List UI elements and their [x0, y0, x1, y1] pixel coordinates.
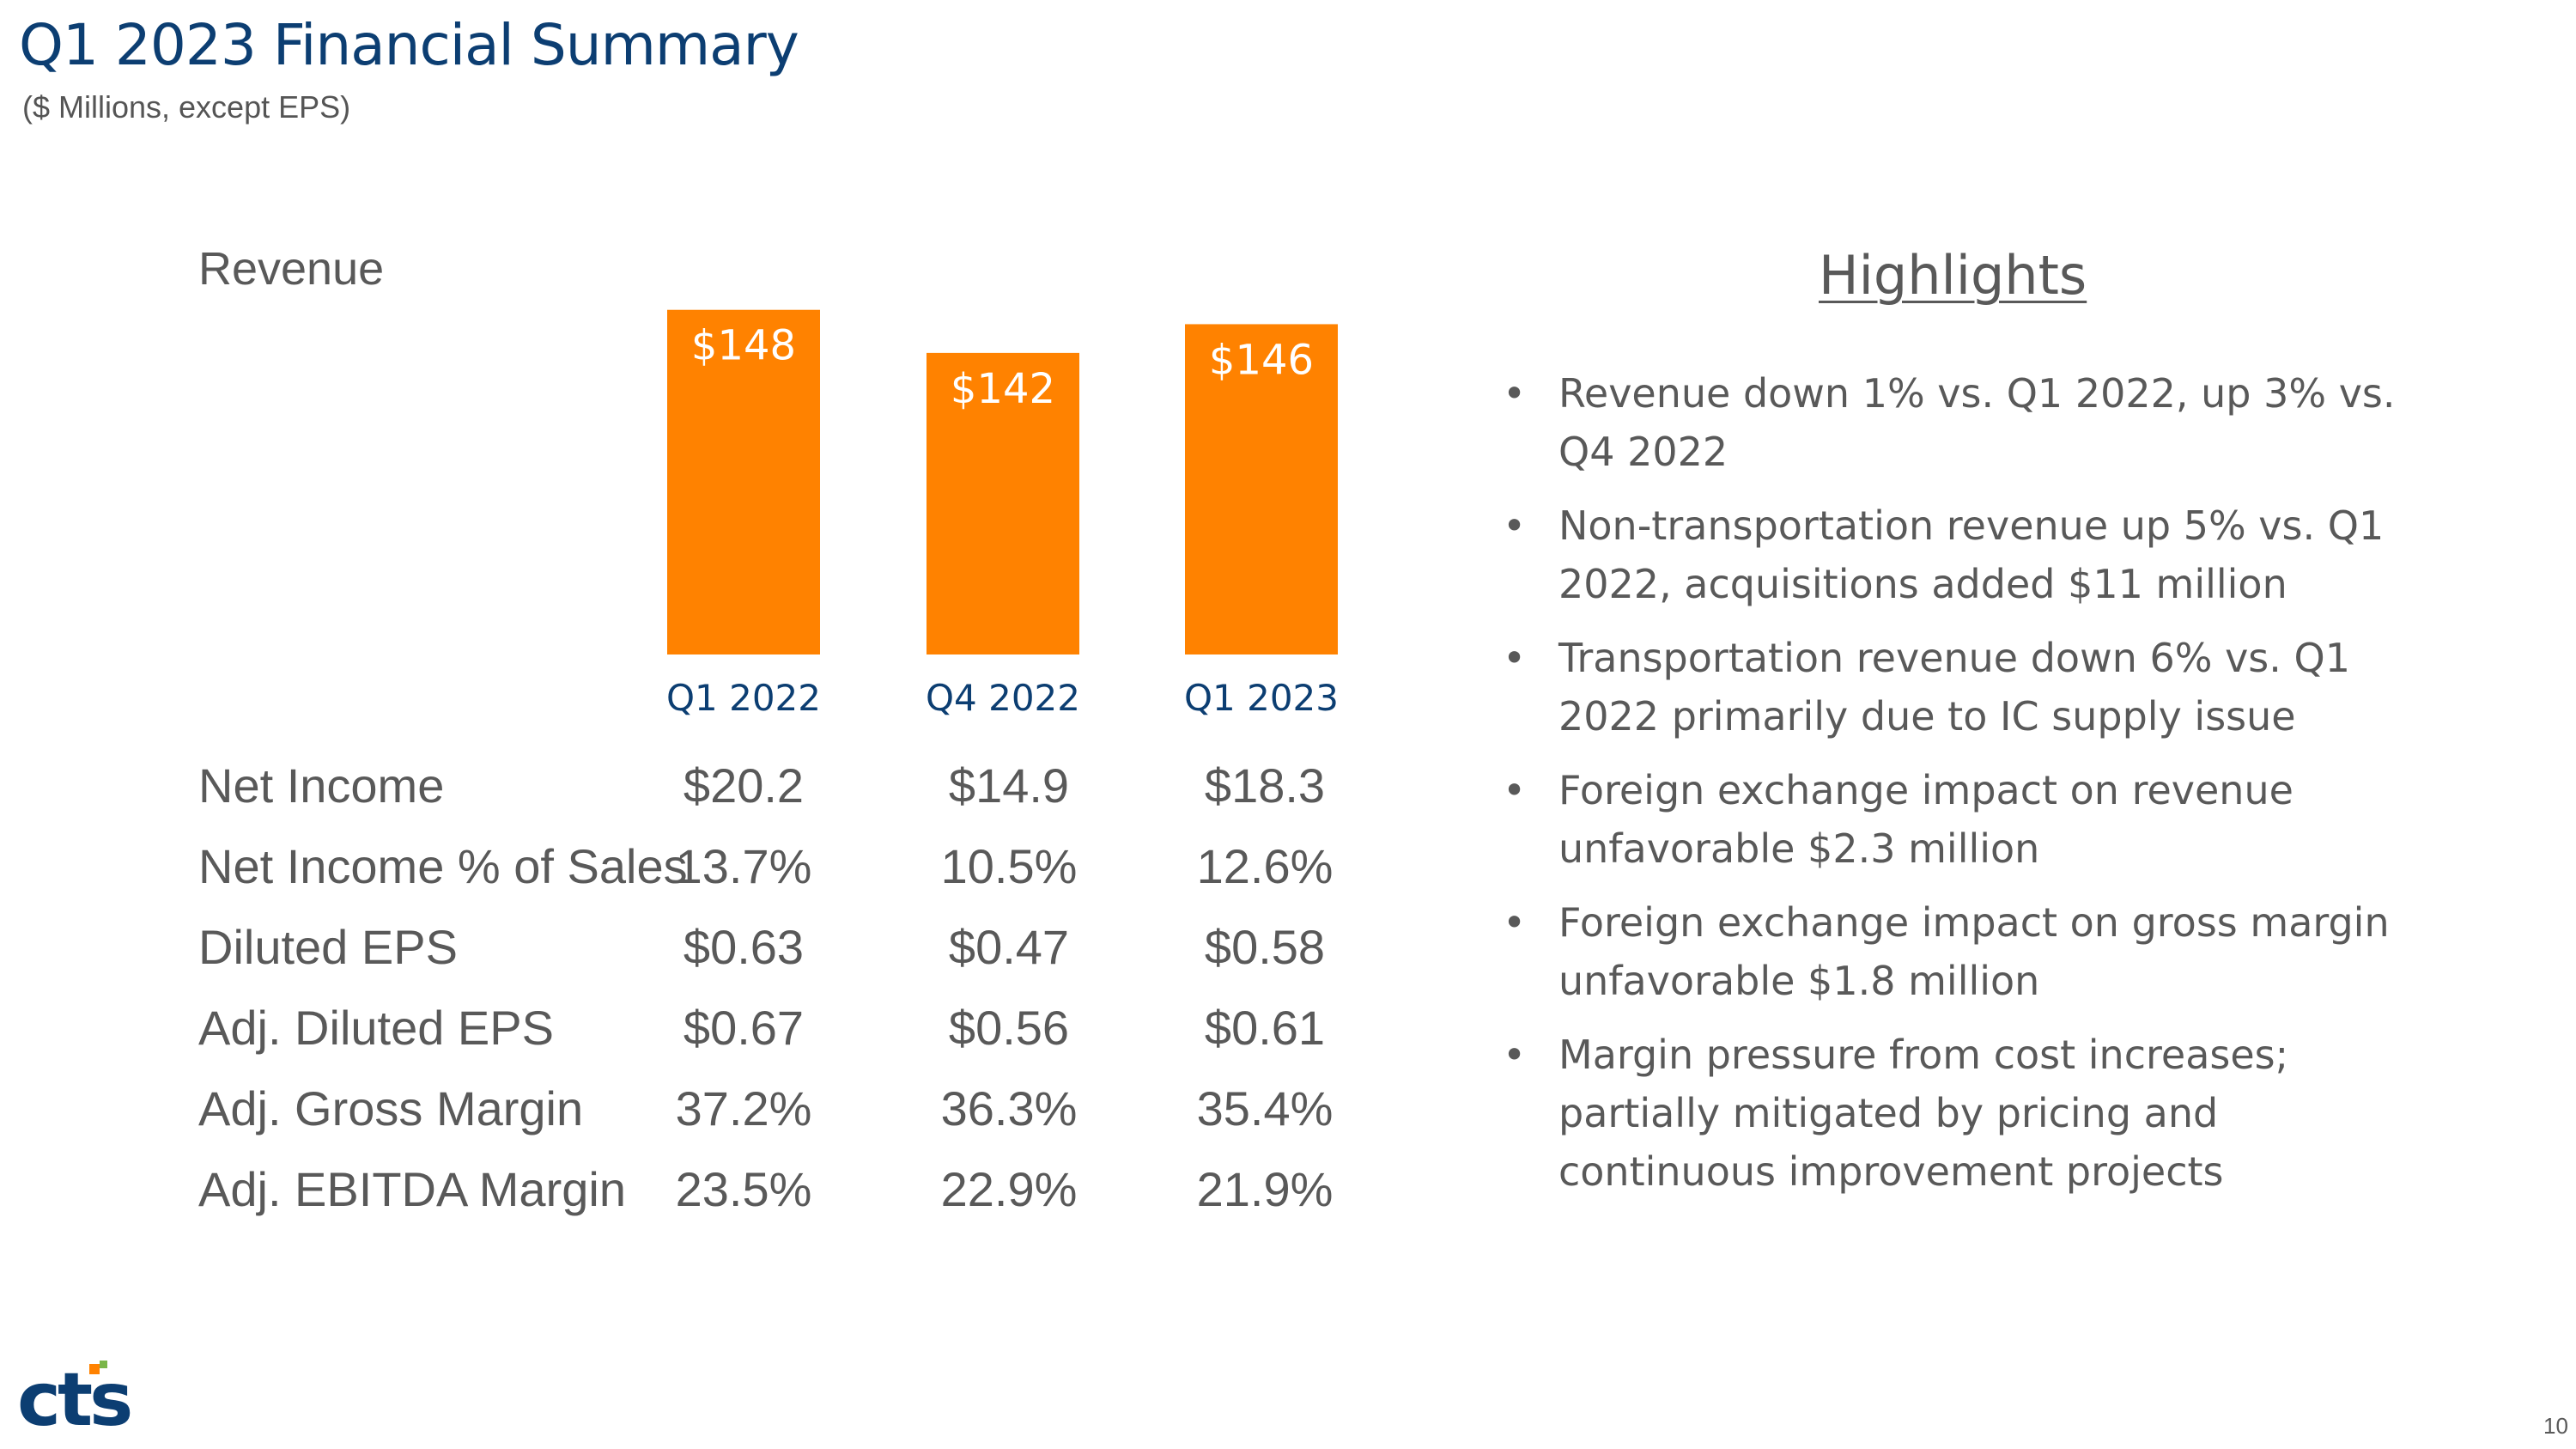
revenue-bar-q1-2023 [1185, 324, 1338, 654]
highlight-text: Foreign exchange impact on revenue unfav… [1558, 767, 2293, 872]
metric-value-q1-2022: $0.63 [683, 920, 805, 974]
page-number: 10 [2543, 1413, 2568, 1439]
category-label: Q1 2022 [666, 677, 821, 719]
metric-value-q1-2022: 23.5% [675, 1162, 812, 1216]
revenue-bar-q4-2022 [927, 352, 1079, 654]
metric-value-q4-2022: 10.5% [940, 839, 1078, 893]
highlight-item: • Non-transportation revenue up 5% vs. Q1… [1503, 496, 2447, 613]
metric-value-q1-2023: $0.58 [1204, 920, 1326, 974]
revenue-label: Revenue [198, 243, 385, 295]
metric-label: Net Income % of Sales [198, 839, 688, 893]
metric-label: Adj. Gross Margin [198, 1081, 584, 1135]
highlight-item: • Revenue down 1% vs. Q1 2022, up 3% vs. … [1503, 364, 2447, 481]
highlight-item: • Foreign exchange impact on gross margin… [1503, 893, 2447, 1010]
bar-data-label: $142 [951, 365, 1055, 413]
highlight-text: Revenue down 1% vs. Q1 2022, up 3% vs. Q… [1558, 370, 2396, 475]
highlight-text: Non-transportation revenue up 5% vs. Q1 … [1558, 502, 2385, 607]
metric-value-q1-2023: 35.4% [1196, 1081, 1334, 1135]
metric-value-q4-2022: 22.9% [940, 1162, 1078, 1216]
highlight-item: • Transportation revenue down 6% vs. Q1 2… [1503, 629, 2447, 746]
bullet-icon: • [1503, 767, 1527, 813]
metric-label: Diluted EPS [198, 920, 458, 974]
bar-data-label: $148 [691, 322, 796, 370]
metric-value-q1-2023: $0.61 [1204, 1001, 1326, 1055]
highlights-title: Highlights [1819, 244, 2087, 307]
highlights-list: • Revenue down 1% vs. Q1 2022, up 3% vs. … [1503, 364, 2447, 1216]
metric-label: Adj. Diluted EPS [198, 1001, 554, 1055]
highlight-text: Transportation revenue down 6% vs. Q1 20… [1558, 635, 2350, 740]
bullet-icon: • [1503, 635, 1527, 681]
logo-orange-square [89, 1364, 100, 1374]
metric-value-q1-2022: 13.7% [675, 839, 812, 893]
category-label: Q4 2022 [926, 677, 1080, 719]
bullet-icon: • [1503, 370, 1527, 417]
metric-value-q4-2022: $0.56 [948, 1001, 1070, 1055]
metric-value-q1-2023: 12.6% [1196, 839, 1334, 893]
metric-value-q4-2022: $14.9 [948, 758, 1070, 813]
bar-data-label: $146 [1209, 336, 1314, 384]
metric-value-q4-2022: 36.3% [940, 1081, 1078, 1135]
highlight-item: • Foreign exchange impact on revenue unfa… [1503, 761, 2447, 878]
revenue-bar-chart: $148 Q1 2022 $142 Q4 2022 $146 Q1 2023 [666, 309, 1339, 719]
metric-value-q4-2022: $0.47 [948, 920, 1070, 974]
revenue-bar-q1-2022 [667, 309, 820, 654]
bullet-icon: • [1503, 1032, 1527, 1078]
metric-value-q1-2022: 37.2% [675, 1081, 812, 1135]
highlight-item: • Margin pressure from cost increases; pa… [1503, 1026, 2447, 1201]
bullet-icon: • [1503, 502, 1527, 549]
metric-value-q1-2023: 21.9% [1196, 1162, 1334, 1216]
logo-green-square [100, 1361, 107, 1368]
metric-value-q1-2022: $20.2 [683, 758, 805, 813]
metric-value-q1-2022: $0.67 [683, 1001, 805, 1055]
bullet-icon: • [1503, 899, 1527, 946]
cts-logo: cts [17, 1361, 134, 1429]
logo-text: cts [17, 1361, 131, 1429]
page-title: Q1 2023 Financial Summary [19, 12, 799, 78]
metric-label: Adj. EBITDA Margin [198, 1162, 626, 1216]
metric-label: Net Income [198, 758, 445, 813]
category-label: Q1 2023 [1184, 677, 1339, 719]
highlight-text: Margin pressure from cost increases; par… [1558, 1032, 2289, 1195]
metric-value-q1-2023: $18.3 [1204, 758, 1326, 813]
page-subtitle: ($ Millions, except EPS) [22, 89, 351, 125]
highlight-text: Foreign exchange impact on gross margin … [1558, 899, 2390, 1004]
